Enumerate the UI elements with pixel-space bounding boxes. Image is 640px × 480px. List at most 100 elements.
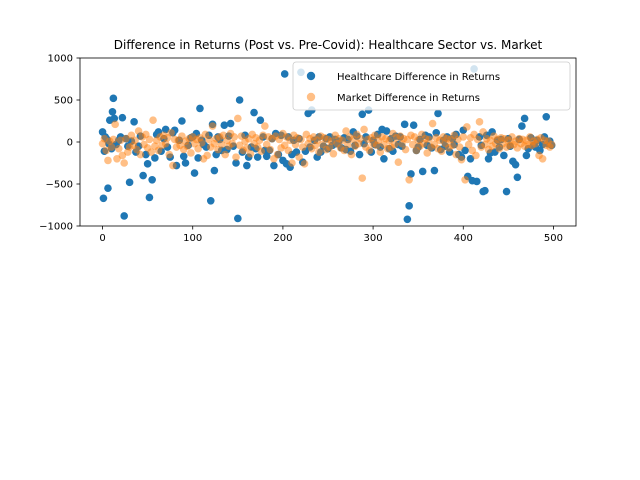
data-point (206, 197, 215, 205)
data-point (298, 143, 307, 151)
data-point (280, 70, 289, 78)
data-point (418, 167, 427, 176)
data-point (181, 159, 190, 167)
data-point (500, 151, 508, 160)
data-point (208, 122, 217, 130)
data-point (329, 149, 338, 158)
y-tick-label: 0 (67, 138, 73, 149)
data-point (234, 214, 242, 223)
data-point (403, 215, 412, 224)
data-point (183, 142, 192, 150)
data-point (217, 140, 226, 149)
data-point (165, 150, 174, 159)
data-point (179, 152, 188, 161)
data-point (538, 155, 547, 163)
y-tick-label: −1000 (39, 222, 73, 233)
data-point (284, 146, 293, 155)
data-point (149, 116, 157, 124)
y-tick-label: 500 (54, 96, 73, 107)
data-point (102, 146, 110, 155)
data-point (266, 145, 275, 154)
data-point (291, 140, 300, 149)
data-point (407, 170, 415, 178)
data-point (136, 150, 145, 159)
x-tick-label: 200 (273, 233, 292, 244)
data-point (479, 128, 487, 136)
data-point (464, 140, 473, 149)
data-point (108, 107, 117, 116)
data-point (118, 113, 127, 122)
data-point (169, 161, 177, 170)
data-point (261, 122, 269, 130)
series-market (98, 114, 556, 184)
data-point (143, 160, 152, 168)
data-point (107, 143, 116, 151)
data-point (139, 171, 147, 180)
data-point (428, 119, 437, 128)
data-point (122, 134, 130, 143)
data-point (148, 176, 156, 184)
data-point (338, 136, 347, 145)
data-point (475, 118, 484, 126)
data-point (130, 118, 138, 126)
data-point (547, 140, 556, 149)
data-point (380, 155, 388, 163)
legend-label: Healthcare Difference in Returns (337, 72, 500, 83)
data-point (262, 152, 271, 161)
data-point (234, 114, 242, 123)
data-point (484, 155, 493, 163)
data-point (220, 121, 229, 129)
data-point (405, 202, 413, 210)
data-point (408, 140, 417, 149)
data-point (481, 186, 489, 195)
data-point (113, 155, 121, 163)
legend-marker (306, 92, 316, 102)
x-tick-label: 300 (364, 233, 383, 244)
data-point (178, 117, 186, 125)
data-point (385, 136, 394, 145)
data-point (111, 120, 119, 129)
data-point (390, 140, 399, 149)
data-point (466, 155, 475, 163)
data-point (344, 140, 352, 149)
data-point (425, 135, 433, 144)
data-point (161, 139, 170, 148)
data-point (151, 154, 159, 162)
data-point (297, 135, 305, 144)
data-point (205, 135, 213, 144)
data-point (256, 116, 265, 124)
data-point (315, 148, 323, 156)
x-tick-label: 500 (544, 233, 563, 244)
data-point (511, 160, 520, 169)
data-point (405, 176, 413, 184)
data-point (187, 149, 195, 157)
data-point (457, 155, 466, 164)
data-point (459, 133, 468, 141)
data-point (382, 127, 391, 135)
legend-marker (306, 71, 316, 81)
x-tick-label: 0 (99, 233, 105, 244)
data-point (104, 156, 112, 165)
data-point (472, 151, 480, 160)
data-point (221, 150, 229, 159)
data-point (288, 159, 296, 167)
data-point (243, 144, 251, 152)
data-point (167, 128, 175, 137)
data-point (134, 127, 143, 135)
data-point (253, 153, 262, 161)
data-point (358, 174, 367, 182)
data-point (461, 146, 469, 155)
data-point (355, 150, 364, 159)
data-point (109, 135, 118, 144)
data-point (131, 136, 139, 145)
data-point (376, 148, 385, 156)
data-point (190, 169, 199, 177)
data-point (120, 159, 128, 167)
data-point (104, 184, 112, 192)
data-point (437, 147, 446, 156)
data-point (270, 161, 278, 170)
data-point (542, 113, 551, 121)
data-point (347, 150, 356, 159)
data-point (423, 149, 432, 157)
data-point (295, 153, 303, 161)
